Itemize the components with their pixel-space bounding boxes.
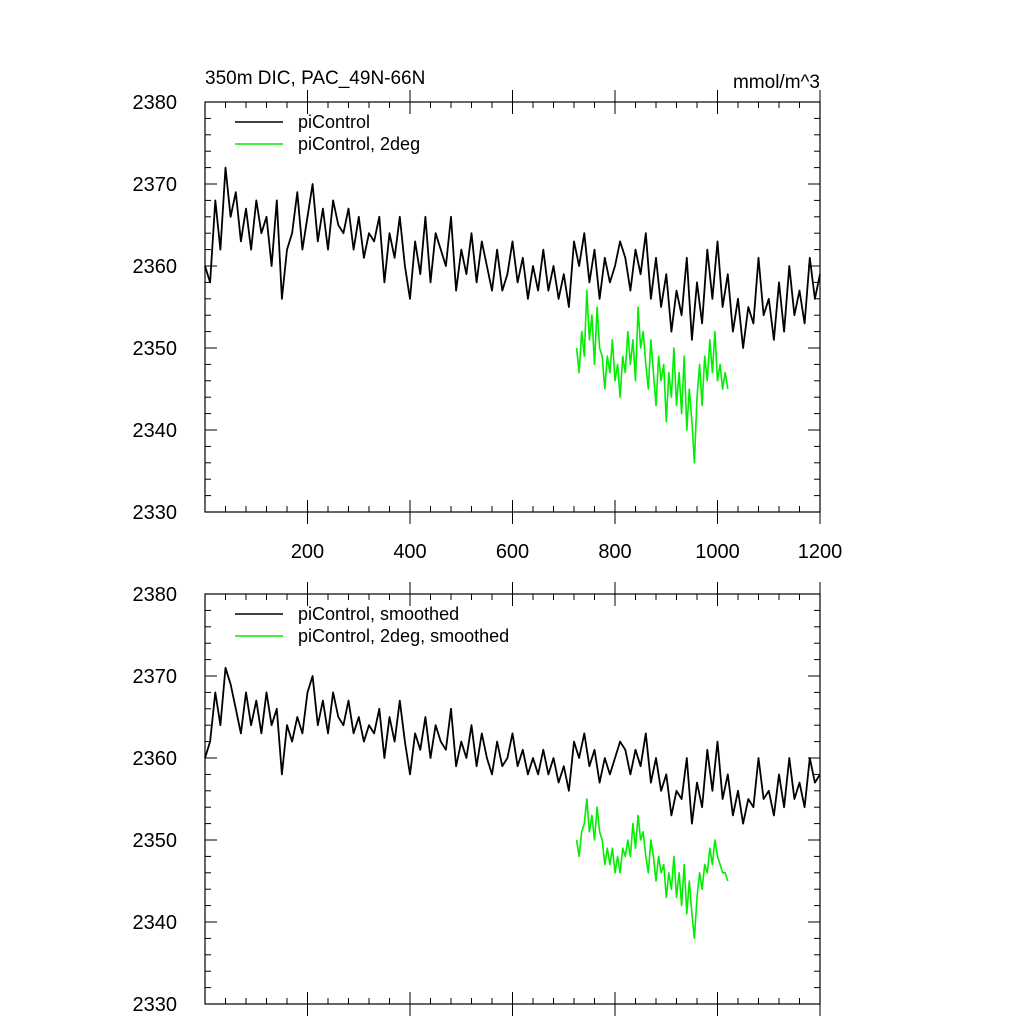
x-tick-label: 400 bbox=[393, 541, 426, 563]
x-tick-label: 600 bbox=[496, 541, 529, 563]
y-tick-label: 2360 bbox=[133, 748, 178, 770]
y-tick-label: 2370 bbox=[133, 174, 178, 196]
y-tick-label: 2350 bbox=[133, 338, 178, 360]
x-tick-label: 1000 bbox=[695, 541, 740, 563]
series-line-0 bbox=[204, 166, 821, 349]
units-label: mmol/m^3 bbox=[733, 72, 820, 93]
x-tick-label: 1200 bbox=[798, 541, 843, 563]
legend-label-1: piControl, 2deg bbox=[298, 134, 420, 154]
y-tick-label: 2350 bbox=[133, 830, 178, 852]
y-tick-label: 2380 bbox=[133, 92, 178, 114]
x-tick-label: 800 bbox=[598, 541, 631, 563]
legend-label-1: piControl, 2deg, smoothed bbox=[298, 626, 509, 646]
legend-label-0: piControl bbox=[298, 112, 370, 132]
y-tick-label: 2330 bbox=[133, 502, 178, 524]
y-tick-label: 2340 bbox=[133, 420, 178, 442]
legend-label-0: piControl, smoothed bbox=[298, 604, 459, 624]
top-panel: 2330 2340 2350 2360 2370 2380 200 400 600 800 1000… bbox=[133, 68, 843, 563]
y-tick-label: 2360 bbox=[133, 256, 178, 278]
plot-frame bbox=[204, 101, 821, 513]
series-line-1 bbox=[575, 798, 729, 940]
series-line-0 bbox=[204, 666, 821, 825]
y-tick-label: 2330 bbox=[133, 994, 178, 1016]
bottom-panel: 2330 2340 2350 2360 2370 2380 piControl, smoot… bbox=[133, 582, 821, 1016]
y-tick-label: 2370 bbox=[133, 666, 178, 688]
y-tick-label: 2380 bbox=[133, 584, 178, 606]
y-tick-label: 2340 bbox=[133, 912, 178, 934]
x-tick-label: 200 bbox=[291, 541, 324, 563]
chart-title: 350m DIC, PAC_49N-66N bbox=[205, 68, 425, 89]
plot-frame bbox=[204, 593, 821, 1005]
series-line-1 bbox=[575, 289, 729, 464]
